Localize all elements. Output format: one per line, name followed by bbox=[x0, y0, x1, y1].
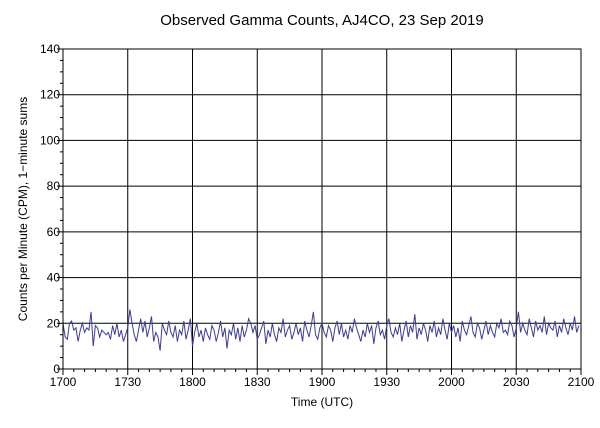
y-tick-label: 100 bbox=[40, 133, 60, 147]
y-tick-label: 0 bbox=[53, 362, 60, 376]
chart-title: Observed Gamma Counts, AJ4CO, 23 Sep 201… bbox=[160, 12, 484, 29]
y-tick-label: 120 bbox=[40, 88, 60, 102]
y-tick-label: 140 bbox=[40, 42, 60, 56]
x-tick-label: 1900 bbox=[309, 375, 336, 389]
axis-ticks bbox=[57, 48, 582, 375]
y-axis-label: Counts per Minute (CPM), 1−minute sums bbox=[16, 97, 30, 321]
y-tick-label: 40 bbox=[47, 271, 61, 285]
y-tick-label: 80 bbox=[47, 179, 61, 193]
x-tick-label: 1830 bbox=[244, 375, 271, 389]
grid-lines bbox=[63, 49, 581, 369]
x-tick-label: 1730 bbox=[114, 375, 141, 389]
x-tick-label: 2000 bbox=[438, 375, 465, 389]
x-axis-label: Time (UTC) bbox=[291, 395, 353, 409]
y-tick-labels: 0 20 40 60 80 100 120 140 bbox=[40, 42, 60, 376]
y-tick-label: 20 bbox=[47, 316, 61, 330]
x-tick-label: 1930 bbox=[373, 375, 400, 389]
x-tick-label: 2100 bbox=[568, 375, 595, 389]
x-tick-label: 2030 bbox=[503, 375, 530, 389]
x-tick-labels: 1700 1730 1800 1830 1900 1930 2000 2030 2100 bbox=[50, 375, 595, 389]
y-tick-label: 60 bbox=[47, 225, 61, 239]
series-line bbox=[62, 309, 580, 351]
x-tick-label: 1800 bbox=[179, 375, 206, 389]
series-group bbox=[62, 309, 580, 351]
x-tick-label: 1700 bbox=[50, 375, 77, 389]
